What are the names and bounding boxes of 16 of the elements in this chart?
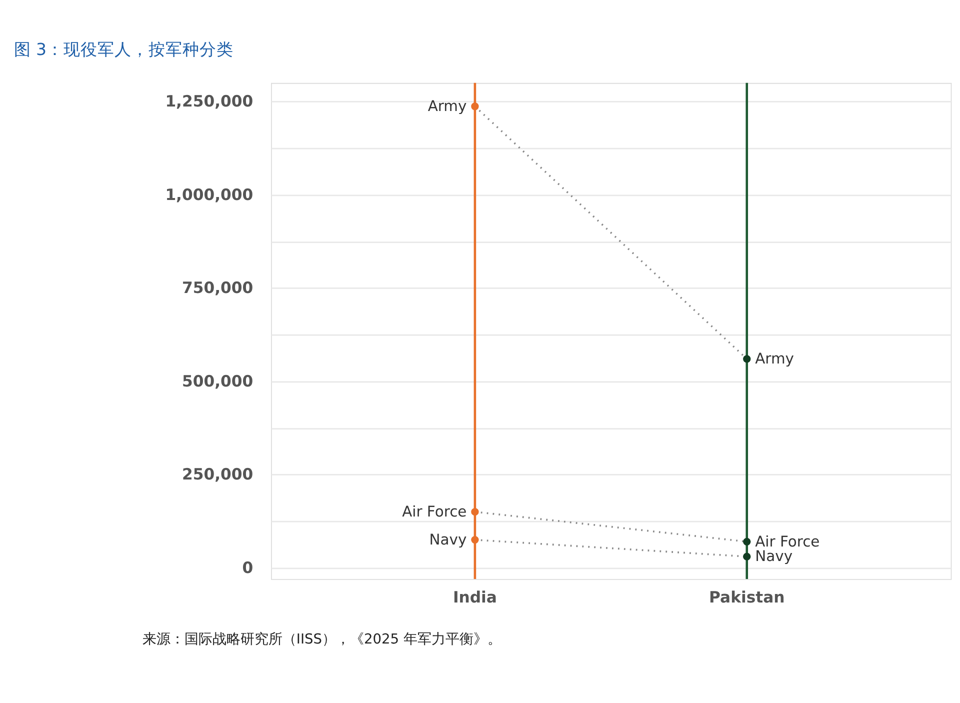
y-tick-label: 500,000 — [182, 372, 254, 390]
x-tick-label: India — [452, 588, 497, 606]
y-tick-label: 0 — [242, 558, 254, 577]
y-tick-label: 750,000 — [182, 279, 254, 298]
x-tick-label: Pakistan — [709, 588, 785, 606]
y-tick-label: 1,000,000 — [165, 186, 254, 204]
text: 图 3：现役军人，按军种分类 — [14, 40, 234, 60]
text: Air Force — [402, 503, 467, 520]
text: Army — [428, 98, 467, 115]
y-tick-label: 250,000 — [182, 466, 254, 484]
y-tick-label: 1,250,000 — [165, 92, 254, 111]
series-label: Army — [755, 350, 794, 368]
series-label: Navy — [755, 548, 793, 566]
source-note: 来源：国际战略研究所（IISS），《2025 年军力平衡》。 — [142, 631, 502, 648]
series-label: Air Force — [755, 533, 820, 550]
text: Navy — [429, 531, 467, 548]
